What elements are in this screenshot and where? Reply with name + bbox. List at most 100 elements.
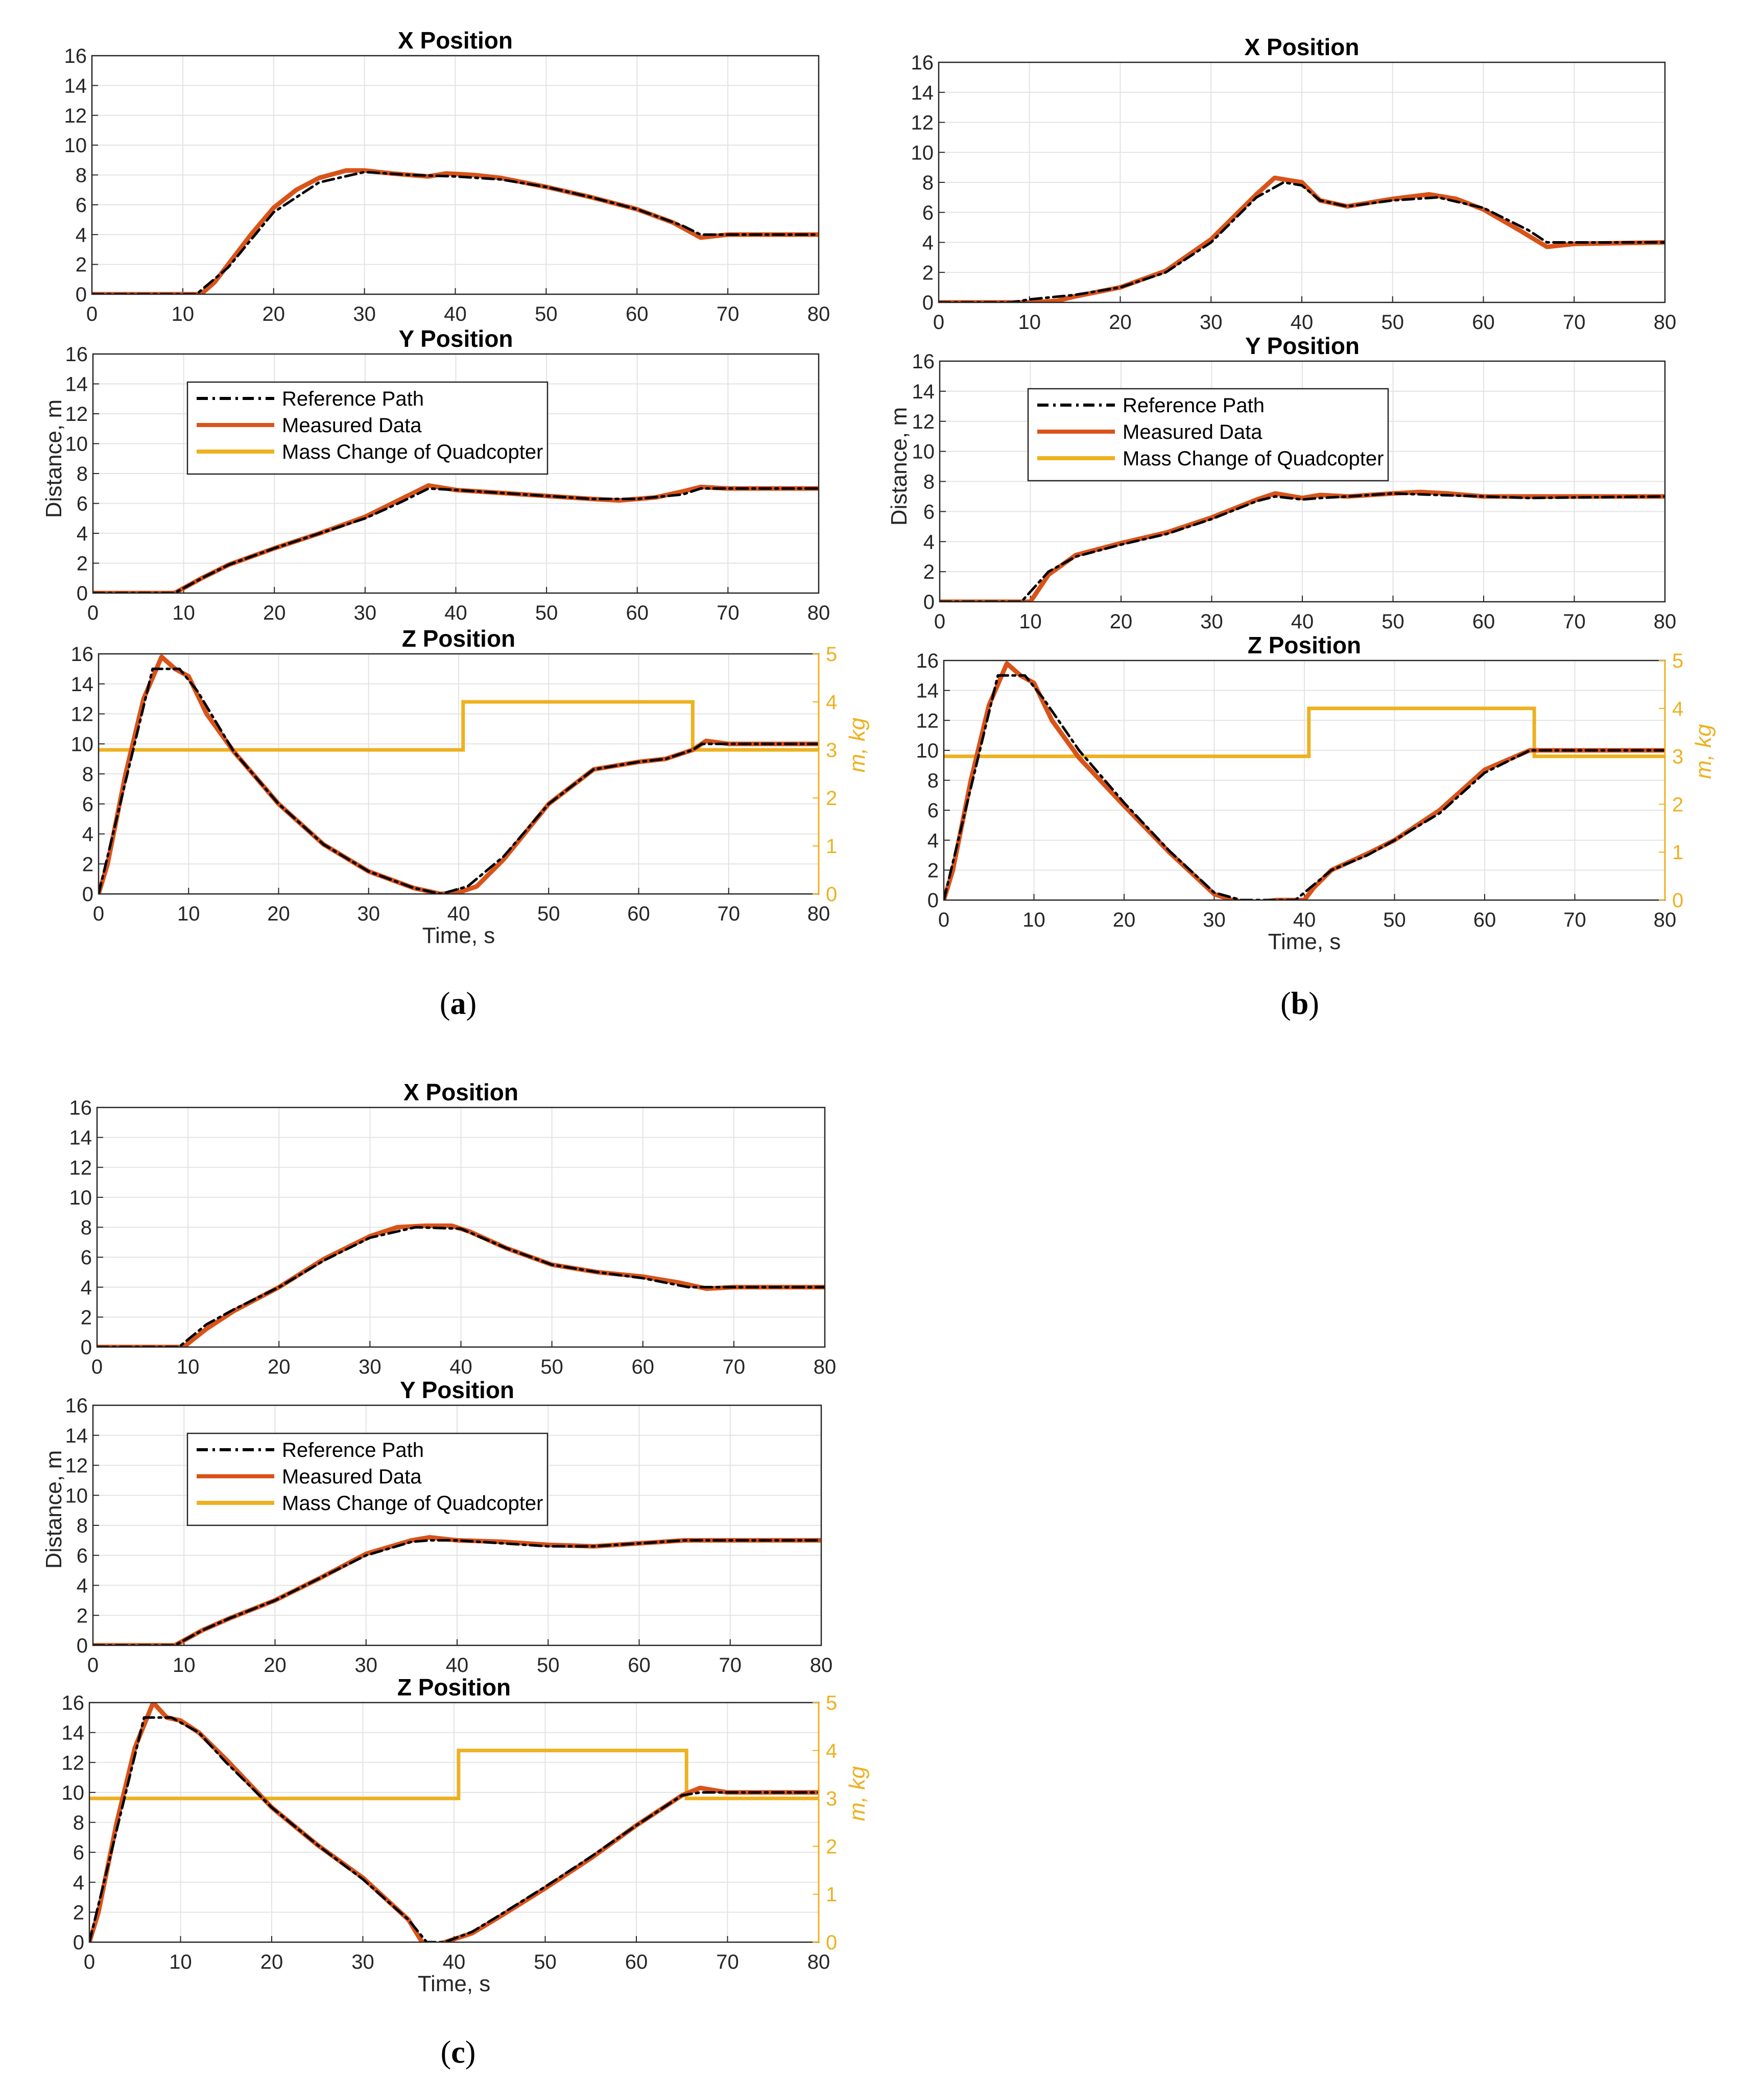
y-tick-label: 0 [922, 292, 934, 314]
subplot-y-position: 0 10 20 30 40 50 60 70 80 0 2 4 6 8 10 12 14 16 Y Position [65, 1377, 833, 1677]
plot-area [940, 489, 1665, 602]
subplot-x-position: 0 10 20 30 40 50 60 70 80 0 2 4 6 8 10 12 14 16 X Position [911, 34, 1677, 334]
axes-box [939, 360, 1666, 603]
y-tick-label: 4 [77, 1575, 88, 1597]
y-tick-label: 10 [71, 733, 94, 756]
y2-tick-label: 0 [1672, 889, 1683, 912]
reference-path-line [89, 1716, 819, 1942]
x-tick-label: 80 [1654, 610, 1677, 633]
y2-tick-label: 0 [826, 1931, 837, 1954]
y-tick-label: 12 [916, 710, 939, 732]
y2-tick-label: 2 [826, 1835, 837, 1858]
y-tick-label: 12 [69, 1157, 92, 1179]
x-tick-label: 40 [1291, 311, 1314, 334]
reference-path-line [93, 1539, 821, 1645]
y-tick-label: 0 [73, 1931, 84, 1954]
x-tick-label: 70 [717, 303, 740, 325]
y-tick-label: 2 [923, 561, 935, 583]
y-tick-label: 4 [76, 224, 87, 246]
y-tick-label: 6 [922, 202, 934, 224]
y-axis-label: Distance, m [887, 407, 912, 526]
x-tick-label: 20 [260, 1951, 283, 1973]
y-tick-label: 2 [81, 1306, 92, 1329]
y-tick-label: 8 [82, 763, 93, 786]
y-tick-label: 8 [76, 164, 87, 187]
subplot-title: Z Position [1248, 632, 1361, 658]
y-tick-label: 10 [65, 433, 88, 456]
y-tick-label: 10 [69, 1187, 92, 1209]
subplot-x-position: 0 10 20 30 40 50 60 70 80 0 2 4 6 8 10 12 14 16 X Position [64, 27, 830, 325]
subplot-title: Y Position [1245, 333, 1360, 359]
y2-tick-label: 5 [826, 1692, 837, 1714]
y-tick-label: 8 [81, 1217, 92, 1239]
y2-axis-label: m, kg [845, 717, 870, 772]
y-tick-label: 2 [77, 1605, 88, 1627]
x-tick-label: 80 [1654, 311, 1677, 334]
plot-area [89, 1703, 819, 1942]
reference-path-line [97, 1226, 825, 1347]
y-tick-label: 16 [65, 343, 88, 366]
y-tick-label: 16 [911, 52, 934, 74]
y-tick-label: 16 [69, 1097, 92, 1119]
y-tick-label: 16 [916, 650, 939, 672]
y-tick-label: 4 [927, 830, 939, 852]
subplot-title: X Position [1245, 34, 1360, 60]
y-tick-label: 6 [77, 1545, 88, 1567]
y-tick-label: 8 [77, 1515, 88, 1537]
x-tick-label: 70 [1563, 610, 1586, 633]
x-tick-label: 50 [540, 1356, 563, 1378]
subplot-title: X Position [403, 1079, 518, 1105]
x-tick-label: 60 [632, 1356, 655, 1378]
x-tick-label: 60 [628, 1654, 651, 1677]
legend: Reference Path Measured Data Mass Change o… [186, 381, 549, 475]
x-tick-label: 60 [626, 602, 649, 624]
x-tick-label: 40 [447, 903, 470, 925]
x-tick-label: 10 [1019, 610, 1042, 633]
panel-caption-letter: a [450, 986, 466, 1021]
x-tick-label: 70 [718, 903, 741, 925]
y-tick-label: 4 [82, 823, 93, 846]
x-tick-label: 10 [172, 602, 195, 624]
x-tick-label: 10 [173, 1654, 196, 1677]
y-tick-label: 14 [62, 1722, 85, 1744]
y-tick-label: 14 [916, 680, 939, 702]
axes-box [91, 55, 820, 295]
y-tick-label: 12 [62, 1752, 85, 1774]
y-tick-label: 0 [77, 582, 88, 605]
x-tick-label: 80 [807, 602, 830, 624]
x-tick-label: 40 [444, 303, 467, 325]
mass-change-line [99, 700, 819, 752]
axes-box [92, 353, 820, 594]
x-tick-label: 30 [1203, 909, 1226, 931]
legend-item-label: Reference Path [1123, 394, 1265, 417]
x-tick-label: 10 [169, 1951, 192, 1973]
legend-item-label: Mass Change of Quadcopter [1123, 447, 1384, 470]
mass-change-line [89, 1749, 819, 1801]
x-tick-label: 60 [1473, 909, 1496, 931]
reference-path-line [99, 667, 819, 894]
y2-tick-label: 4 [1672, 698, 1683, 720]
y-axis-label: Distance, m [41, 1450, 66, 1569]
y-tick-label: 2 [927, 859, 939, 882]
legend-item-label: Measured Data [1123, 421, 1262, 443]
subplot-title: Y Position [400, 1377, 514, 1403]
x-tick-label: 0 [87, 1654, 99, 1677]
y-tick-label: 10 [916, 740, 939, 762]
x-tick-label: 40 [1293, 909, 1316, 931]
x-tick-label: 20 [1110, 610, 1133, 633]
x-tick-label: 10 [172, 303, 195, 325]
y-axis-label: Distance, m [41, 399, 66, 518]
y2-tick-label: 3 [826, 739, 837, 762]
y-tick-label: 10 [65, 1484, 88, 1507]
reference-path-line [93, 487, 819, 593]
x-tick-label: 0 [938, 909, 949, 931]
y-tick-label: 8 [923, 471, 935, 493]
x-tick-label: 70 [717, 602, 740, 624]
y-tick-label: 0 [927, 889, 939, 912]
y-tick-label: 10 [911, 141, 934, 164]
x-tick-label: 40 [443, 1951, 466, 1973]
y-tick-label: 8 [927, 770, 939, 792]
x-tick-label: 30 [1200, 311, 1223, 334]
x-tick-label: 0 [86, 303, 98, 325]
y-tick-label: 14 [911, 82, 934, 104]
